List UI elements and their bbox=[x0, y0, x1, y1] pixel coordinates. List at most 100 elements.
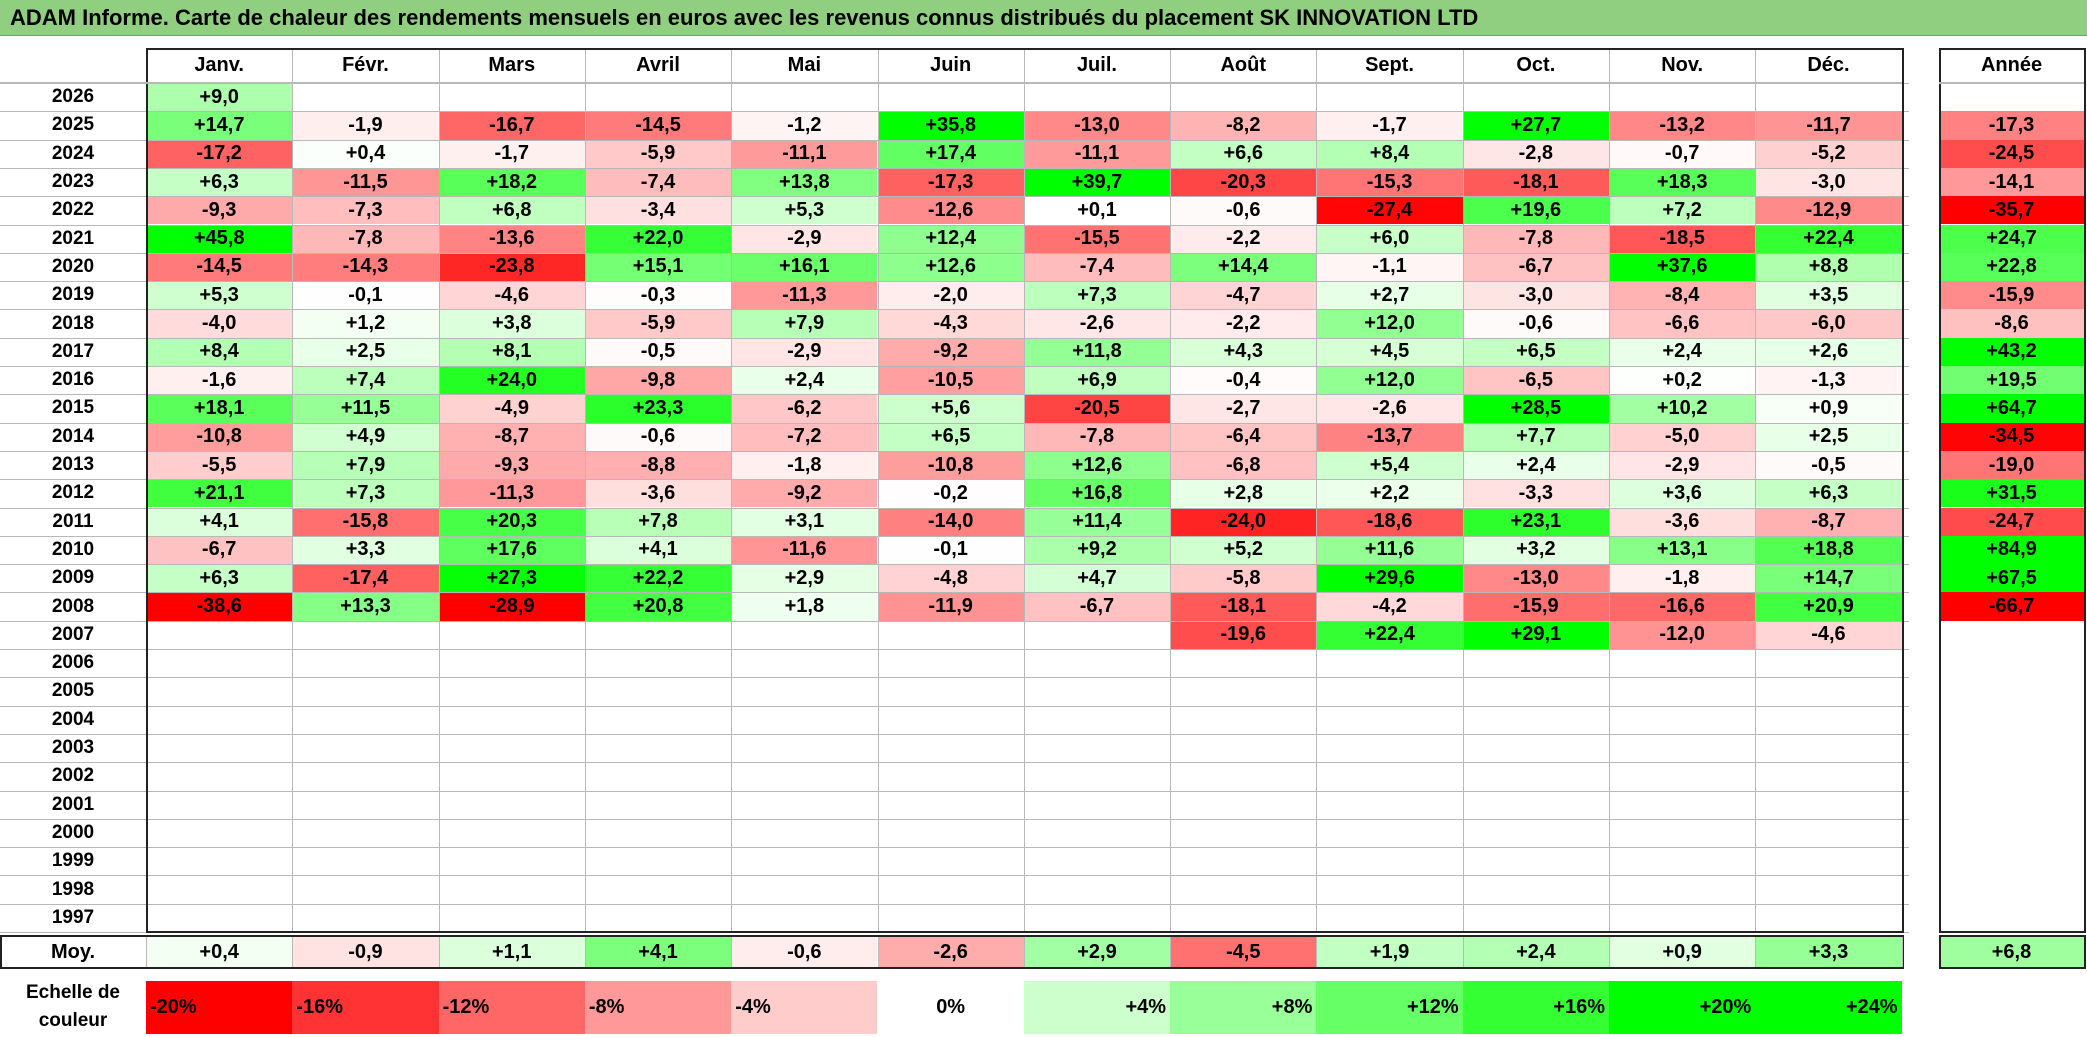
heat-cell: -0,2 bbox=[877, 479, 1024, 508]
scale-swatch: +8% bbox=[1170, 981, 1317, 1034]
heat-cell: -18,1 bbox=[1170, 592, 1317, 621]
heat-cell: +5,3 bbox=[146, 281, 293, 310]
year-label: 2019 bbox=[0, 281, 146, 310]
heat-cell bbox=[146, 818, 293, 848]
heat-cell: -7,8 bbox=[1023, 422, 1171, 451]
heat-cell: -7,8 bbox=[292, 224, 439, 253]
month-header: Janv. bbox=[146, 48, 293, 82]
heat-cell: +11,8 bbox=[1023, 337, 1171, 366]
heat-cell bbox=[1609, 790, 1756, 819]
heat-cell bbox=[292, 649, 439, 678]
row-gridline bbox=[0, 281, 1909, 283]
annual-cell: +84,9 bbox=[1939, 535, 2084, 565]
year-label: 2004 bbox=[0, 705, 146, 734]
row-gridline bbox=[0, 507, 1909, 509]
heat-cell: -17,2 bbox=[146, 139, 293, 168]
average-cell: -0,6 bbox=[731, 937, 878, 967]
scale-swatch: +12% bbox=[1316, 981, 1463, 1034]
heat-cell: +15,1 bbox=[584, 252, 732, 282]
average-cell: +0,4 bbox=[146, 937, 293, 967]
heat-cell bbox=[1609, 705, 1756, 734]
heat-cell bbox=[1609, 83, 1756, 112]
row-gridline bbox=[0, 564, 1909, 566]
heat-cell: +7,3 bbox=[292, 479, 439, 508]
heat-cell: +4,1 bbox=[146, 507, 293, 536]
heat-cell bbox=[1170, 875, 1317, 904]
year-label: 2022 bbox=[0, 196, 146, 225]
annual-cell: -19,0 bbox=[1939, 450, 2084, 480]
heat-cell bbox=[731, 83, 878, 112]
row-gridline bbox=[0, 139, 1909, 141]
heat-cell bbox=[1609, 875, 1756, 904]
heat-cell bbox=[877, 705, 1024, 734]
average-annual-cell: +6,8 bbox=[1939, 937, 2084, 967]
heat-cell: +3,3 bbox=[292, 535, 439, 565]
heat-cell bbox=[1462, 677, 1609, 706]
average-cell: -0,9 bbox=[292, 937, 439, 967]
heat-cell bbox=[584, 705, 732, 734]
heat-cell: +12,0 bbox=[1316, 309, 1463, 338]
heat-cell bbox=[1023, 677, 1171, 706]
heat-cell: -9,2 bbox=[877, 337, 1024, 366]
col-gridline bbox=[1023, 48, 1025, 932]
heat-cell: +29,6 bbox=[1316, 564, 1463, 593]
heat-cell bbox=[1462, 790, 1609, 819]
heat-cell bbox=[584, 875, 732, 904]
heat-cell: -9,3 bbox=[438, 450, 585, 480]
heat-cell: -7,4 bbox=[1023, 252, 1171, 282]
heat-cell: -12,9 bbox=[1755, 196, 1902, 225]
heat-cell: -14,3 bbox=[292, 252, 439, 282]
row-gridline bbox=[0, 649, 1909, 650]
heat-cell: -19,6 bbox=[1170, 620, 1317, 649]
heat-cell: -15,9 bbox=[1462, 592, 1609, 621]
heat-cell: +2,9 bbox=[731, 564, 878, 593]
heat-cell: +17,4 bbox=[877, 139, 1024, 168]
col-gridline bbox=[292, 48, 294, 932]
average-cell: +1,9 bbox=[1316, 937, 1463, 967]
heat-cell: +0,2 bbox=[1609, 366, 1756, 395]
heat-cell: -1,1 bbox=[1316, 252, 1463, 282]
heat-cell: +21,1 bbox=[146, 479, 293, 508]
annual-cell: -15,9 bbox=[1939, 281, 2084, 310]
heat-cell: +4,3 bbox=[1170, 337, 1317, 366]
heat-cell: -4,3 bbox=[877, 309, 1024, 338]
heat-cell: -0,6 bbox=[584, 422, 732, 451]
heat-cell: -4,9 bbox=[438, 394, 585, 423]
heat-cell: +16,8 bbox=[1023, 479, 1171, 508]
heat-cell: +14,4 bbox=[1170, 252, 1317, 282]
heat-cell: -8,8 bbox=[584, 450, 732, 480]
heat-cell bbox=[1755, 903, 1902, 932]
scale-swatch: +16% bbox=[1462, 981, 1609, 1034]
heat-cell bbox=[146, 620, 293, 649]
heat-cell: -6,0 bbox=[1755, 309, 1902, 338]
heat-cell bbox=[1170, 790, 1317, 819]
heat-cell: -11,7 bbox=[1755, 111, 1902, 140]
heat-cell: -3,0 bbox=[1462, 281, 1609, 310]
avg-gridline bbox=[584, 937, 586, 967]
heat-cell bbox=[292, 875, 439, 904]
average-cell: +3,3 bbox=[1755, 937, 1902, 967]
heat-cell: -17,3 bbox=[877, 167, 1024, 197]
heat-cell bbox=[1023, 875, 1171, 904]
heat-cell: -3,3 bbox=[1462, 479, 1609, 508]
heat-cell bbox=[1023, 818, 1171, 848]
annual-cell bbox=[1939, 818, 2084, 848]
year-label: 2025 bbox=[0, 111, 146, 140]
heat-cell bbox=[584, 903, 732, 932]
annual-cell bbox=[1939, 677, 2084, 706]
heat-cell: +13,8 bbox=[731, 167, 878, 197]
heat-cell: +11,5 bbox=[292, 394, 439, 423]
avg-gridline bbox=[1170, 937, 1172, 967]
heat-cell: -8,2 bbox=[1170, 111, 1317, 140]
heat-cell: +3,8 bbox=[438, 309, 585, 338]
row-gridline bbox=[0, 167, 1909, 169]
heat-cell bbox=[731, 733, 878, 763]
heat-cell: -3,0 bbox=[1755, 167, 1902, 197]
chart-title: ADAM Informe. Carte de chaleur des rende… bbox=[10, 5, 1479, 30]
scale-label: Echelle de couleur bbox=[26, 982, 120, 1031]
heat-cell: +28,5 bbox=[1462, 394, 1609, 423]
heat-cell: -9,8 bbox=[584, 366, 732, 395]
row-gridline bbox=[0, 422, 1909, 424]
heat-cell: +18,2 bbox=[438, 167, 585, 197]
col-gridline bbox=[877, 48, 879, 932]
